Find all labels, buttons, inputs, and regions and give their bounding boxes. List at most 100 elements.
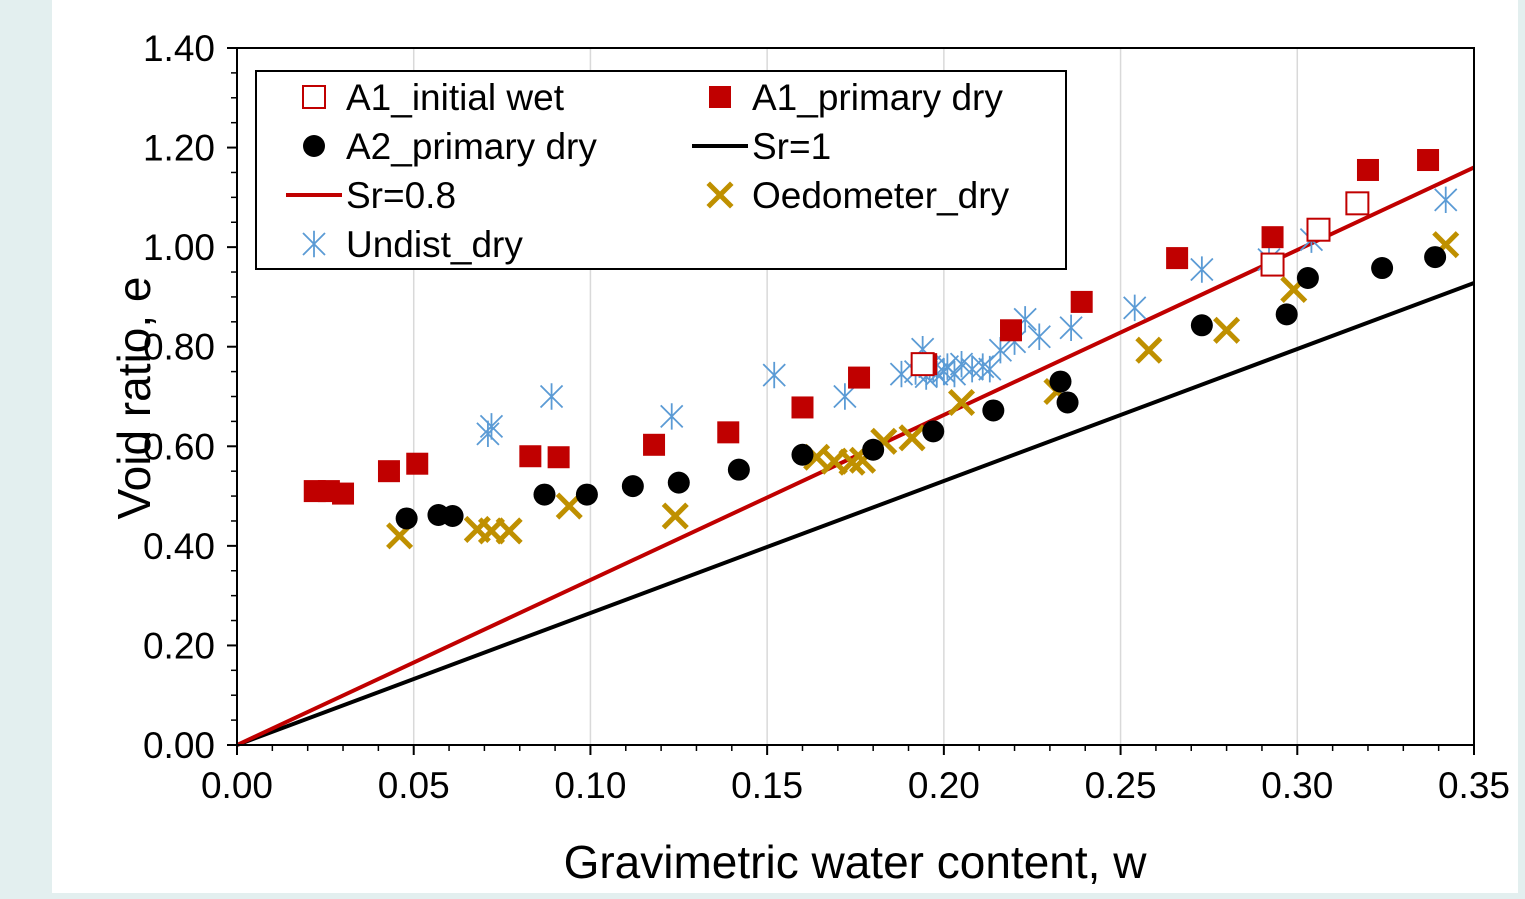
point-oedometer-dry xyxy=(947,388,976,417)
point-undist-dry xyxy=(660,403,684,430)
point-a1-primary-dry xyxy=(643,433,666,456)
point-a2-primary-dry xyxy=(922,420,945,443)
point-a2-primary-dry xyxy=(727,458,750,481)
y-tick-label: 1.40 xyxy=(143,28,215,69)
y-tick-label: 1.20 xyxy=(143,128,215,169)
y-tick-label: 1.00 xyxy=(143,227,215,268)
point-a2-primary-dry xyxy=(441,504,464,527)
point-oedometer-dry xyxy=(1213,316,1241,344)
point-a1-initial-wet xyxy=(1345,191,1370,216)
point-a2-primary-dry xyxy=(667,471,690,494)
series-a2-primary-dry xyxy=(395,246,1447,530)
x-tick-label: 0.00 xyxy=(201,765,273,806)
point-undist-dry xyxy=(479,413,504,440)
point-oedometer-dry xyxy=(1135,336,1163,364)
point-undist-dry xyxy=(1059,314,1083,341)
point-undist-dry xyxy=(762,361,786,389)
point-a1-primary-dry xyxy=(1070,290,1093,313)
point-a1-primary-dry xyxy=(1261,226,1284,249)
x-tick-label: 0.25 xyxy=(1085,765,1157,806)
legend-label: Sr=0.8 xyxy=(346,175,456,216)
axes: 0.00 0.05 0.10 0.15 0.20 0.25 0.30 0.35 0.00 0.20… xyxy=(143,28,1510,806)
point-a1-initial-wet xyxy=(1260,252,1285,277)
point-a1-primary-dry xyxy=(1000,319,1023,342)
point-a2-primary-dry xyxy=(1296,267,1319,290)
line-sr-1 xyxy=(236,281,1475,747)
point-a2-primary-dry xyxy=(862,438,885,461)
legend: A1_initial wet A1_primary dry A2_primary d… xyxy=(255,70,1067,270)
point-oedometer-dry xyxy=(495,517,523,545)
x-tick-label: 0.15 xyxy=(731,765,803,806)
scatter-chart: 0.00 0.05 0.10 0.15 0.20 0.25 0.30 0.35 0.00 0.20… xyxy=(108,28,1510,888)
point-oedometer-dry xyxy=(555,492,583,520)
point-a1-primary-dry xyxy=(332,482,355,505)
y-tick-label: 0.00 xyxy=(143,725,215,766)
x-tick-label: 0.35 xyxy=(1438,765,1510,806)
legend-entry-a1-initial-wet: A1_initial wet xyxy=(302,77,565,118)
point-a2-primary-dry xyxy=(1275,303,1298,326)
legend-swatch xyxy=(302,230,326,258)
x-tick-label: 0.30 xyxy=(1261,765,1333,806)
x-tick-label: 0.10 xyxy=(554,765,626,806)
legend-entry-sr-1: Sr=1 xyxy=(692,126,831,167)
point-a1-primary-dry xyxy=(791,396,814,419)
point-oedometer-dry xyxy=(477,517,506,545)
point-a2-primary-dry xyxy=(533,483,556,506)
point-oedometer-dry xyxy=(898,424,926,452)
point-undist-dry xyxy=(539,383,564,410)
legend-entry-a1-primary-dry: A1_primary dry xyxy=(709,77,1003,118)
legend-label: Sr=1 xyxy=(752,126,831,167)
point-a1-primary-dry xyxy=(519,445,542,468)
series-a1-initial-wet xyxy=(910,191,1370,377)
legend-label: A1_initial wet xyxy=(346,77,565,118)
point-a2-primary-dry xyxy=(621,475,644,498)
legend-swatch xyxy=(303,135,325,157)
legend-label: Oedometer_dry xyxy=(752,175,1010,216)
data-points xyxy=(303,149,1460,550)
legend-entry-oedometer-dry: Oedometer_dry xyxy=(706,175,1010,216)
point-undist-dry xyxy=(988,336,1013,364)
point-a1-initial-wet xyxy=(910,352,935,377)
point-a2-primary-dry xyxy=(395,507,418,530)
y-tick-label: 0.60 xyxy=(143,426,215,467)
point-a1-primary-dry xyxy=(547,446,570,469)
x-tick-label: 0.20 xyxy=(908,765,980,806)
point-a1-primary-dry xyxy=(377,460,400,483)
point-a2-primary-dry xyxy=(1049,370,1072,393)
point-undist-dry xyxy=(1190,256,1214,283)
point-undist-dry xyxy=(1123,294,1147,322)
point-undist-dry xyxy=(1434,186,1458,214)
point-a1-initial-wet xyxy=(1306,217,1331,242)
point-a1-primary-dry xyxy=(406,452,429,475)
point-oedometer-dry xyxy=(661,502,689,530)
legend-entry-a2-primary-dry: A2_primary dry xyxy=(303,126,597,167)
point-undist-dry xyxy=(1027,323,1051,350)
legend-swatch xyxy=(302,85,326,109)
point-a1-primary-dry xyxy=(1417,149,1440,172)
legend-entry-undist-dry: Undist_dry xyxy=(302,224,523,265)
chart-panel: 0.00 0.05 0.10 0.15 0.20 0.25 0.30 0.35 0.00 0.20… xyxy=(52,0,1518,893)
x-tick-label: 0.05 xyxy=(378,765,450,806)
point-a1-primary-dry xyxy=(848,366,871,389)
point-a2-primary-dry xyxy=(982,399,1005,422)
point-undist-dry xyxy=(476,420,500,448)
legend-entry-sr-0-8: Sr=0.8 xyxy=(286,175,456,216)
point-a2-primary-dry xyxy=(791,443,814,466)
point-a2-primary-dry xyxy=(1056,391,1079,414)
x-axis-label: Gravimetric water content, w xyxy=(564,836,1148,888)
point-a2-primary-dry xyxy=(575,483,598,506)
y-tick-label: 0.20 xyxy=(143,625,215,666)
point-a1-primary-dry xyxy=(1356,158,1379,181)
legend-box xyxy=(255,70,1067,270)
legend-label: A1_primary dry xyxy=(752,77,1003,118)
legend-swatch xyxy=(706,181,734,209)
point-a2-primary-dry xyxy=(1371,257,1394,280)
legend-label: A2_primary dry xyxy=(346,126,597,167)
point-a1-primary-dry xyxy=(1166,247,1189,270)
y-axis-label: Void ratio, e xyxy=(108,277,160,520)
y-tick-label: 0.80 xyxy=(143,327,215,368)
point-a2-primary-dry xyxy=(1190,314,1213,337)
point-a1-primary-dry xyxy=(717,421,740,444)
y-tick-label: 0.40 xyxy=(143,526,215,567)
legend-swatch xyxy=(709,86,731,108)
